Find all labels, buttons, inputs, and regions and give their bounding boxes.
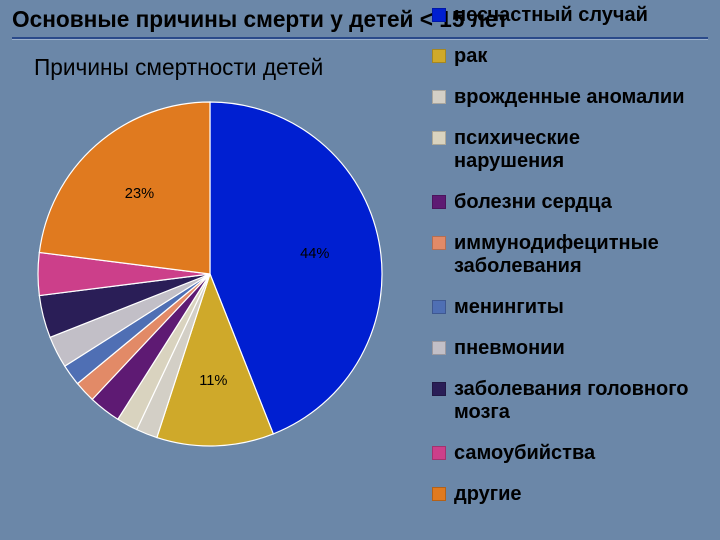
pie-chart: 44% 11% 23% — [30, 94, 390, 454]
legend-swatch — [432, 382, 446, 396]
legend: несчастный случай рак врожденные аномалии п… — [432, 4, 694, 506]
chart-subtitle: Причины смертности детей — [34, 54, 323, 81]
pie-holder: 44% 11% 23% — [30, 94, 390, 454]
legend-label: иммунодифецитные заболевания — [454, 232, 694, 278]
legend-swatch — [432, 49, 446, 63]
legend-swatch — [432, 341, 446, 355]
legend-swatch — [432, 487, 446, 501]
legend-swatch — [432, 300, 446, 314]
legend-item: менингиты — [432, 296, 694, 319]
legend-item: другие — [432, 483, 694, 506]
legend-label: рак — [454, 45, 487, 68]
legend-label: психические нарушения — [454, 127, 694, 173]
pie-slice-label: 11% — [199, 373, 227, 389]
legend-item: пневмонии — [432, 337, 694, 360]
legend-item: рак — [432, 45, 694, 68]
legend-item: врожденные аномалии — [432, 86, 694, 109]
legend-label: несчастный случай — [454, 4, 648, 27]
legend-label: врожденные аномалии — [454, 86, 685, 109]
pie-slice-label: 23% — [125, 186, 154, 202]
legend-swatch — [432, 131, 446, 145]
legend-swatch — [432, 8, 446, 22]
legend-swatch — [432, 236, 446, 250]
pie-slice-label: 44% — [300, 246, 329, 262]
legend-swatch — [432, 446, 446, 460]
legend-label: самоубийства — [454, 442, 595, 465]
legend-label: пневмонии — [454, 337, 565, 360]
legend-item: самоубийства — [432, 442, 694, 465]
legend-item: болезни сердца — [432, 191, 694, 214]
legend-swatch — [432, 90, 446, 104]
legend-item: иммунодифецитные заболевания — [432, 232, 694, 278]
legend-item: заболевания головного мозга — [432, 378, 694, 424]
legend-item: несчастный случай — [432, 4, 694, 27]
slide: Основные причины смерти у детей < 15 лет… — [0, 0, 720, 540]
legend-label: заболевания головного мозга — [454, 378, 694, 424]
legend-label: другие — [454, 483, 522, 506]
legend-swatch — [432, 195, 446, 209]
legend-item: психические нарушения — [432, 127, 694, 173]
pie-svg — [30, 94, 390, 454]
legend-label: болезни сердца — [454, 191, 612, 214]
legend-label: менингиты — [454, 296, 564, 319]
